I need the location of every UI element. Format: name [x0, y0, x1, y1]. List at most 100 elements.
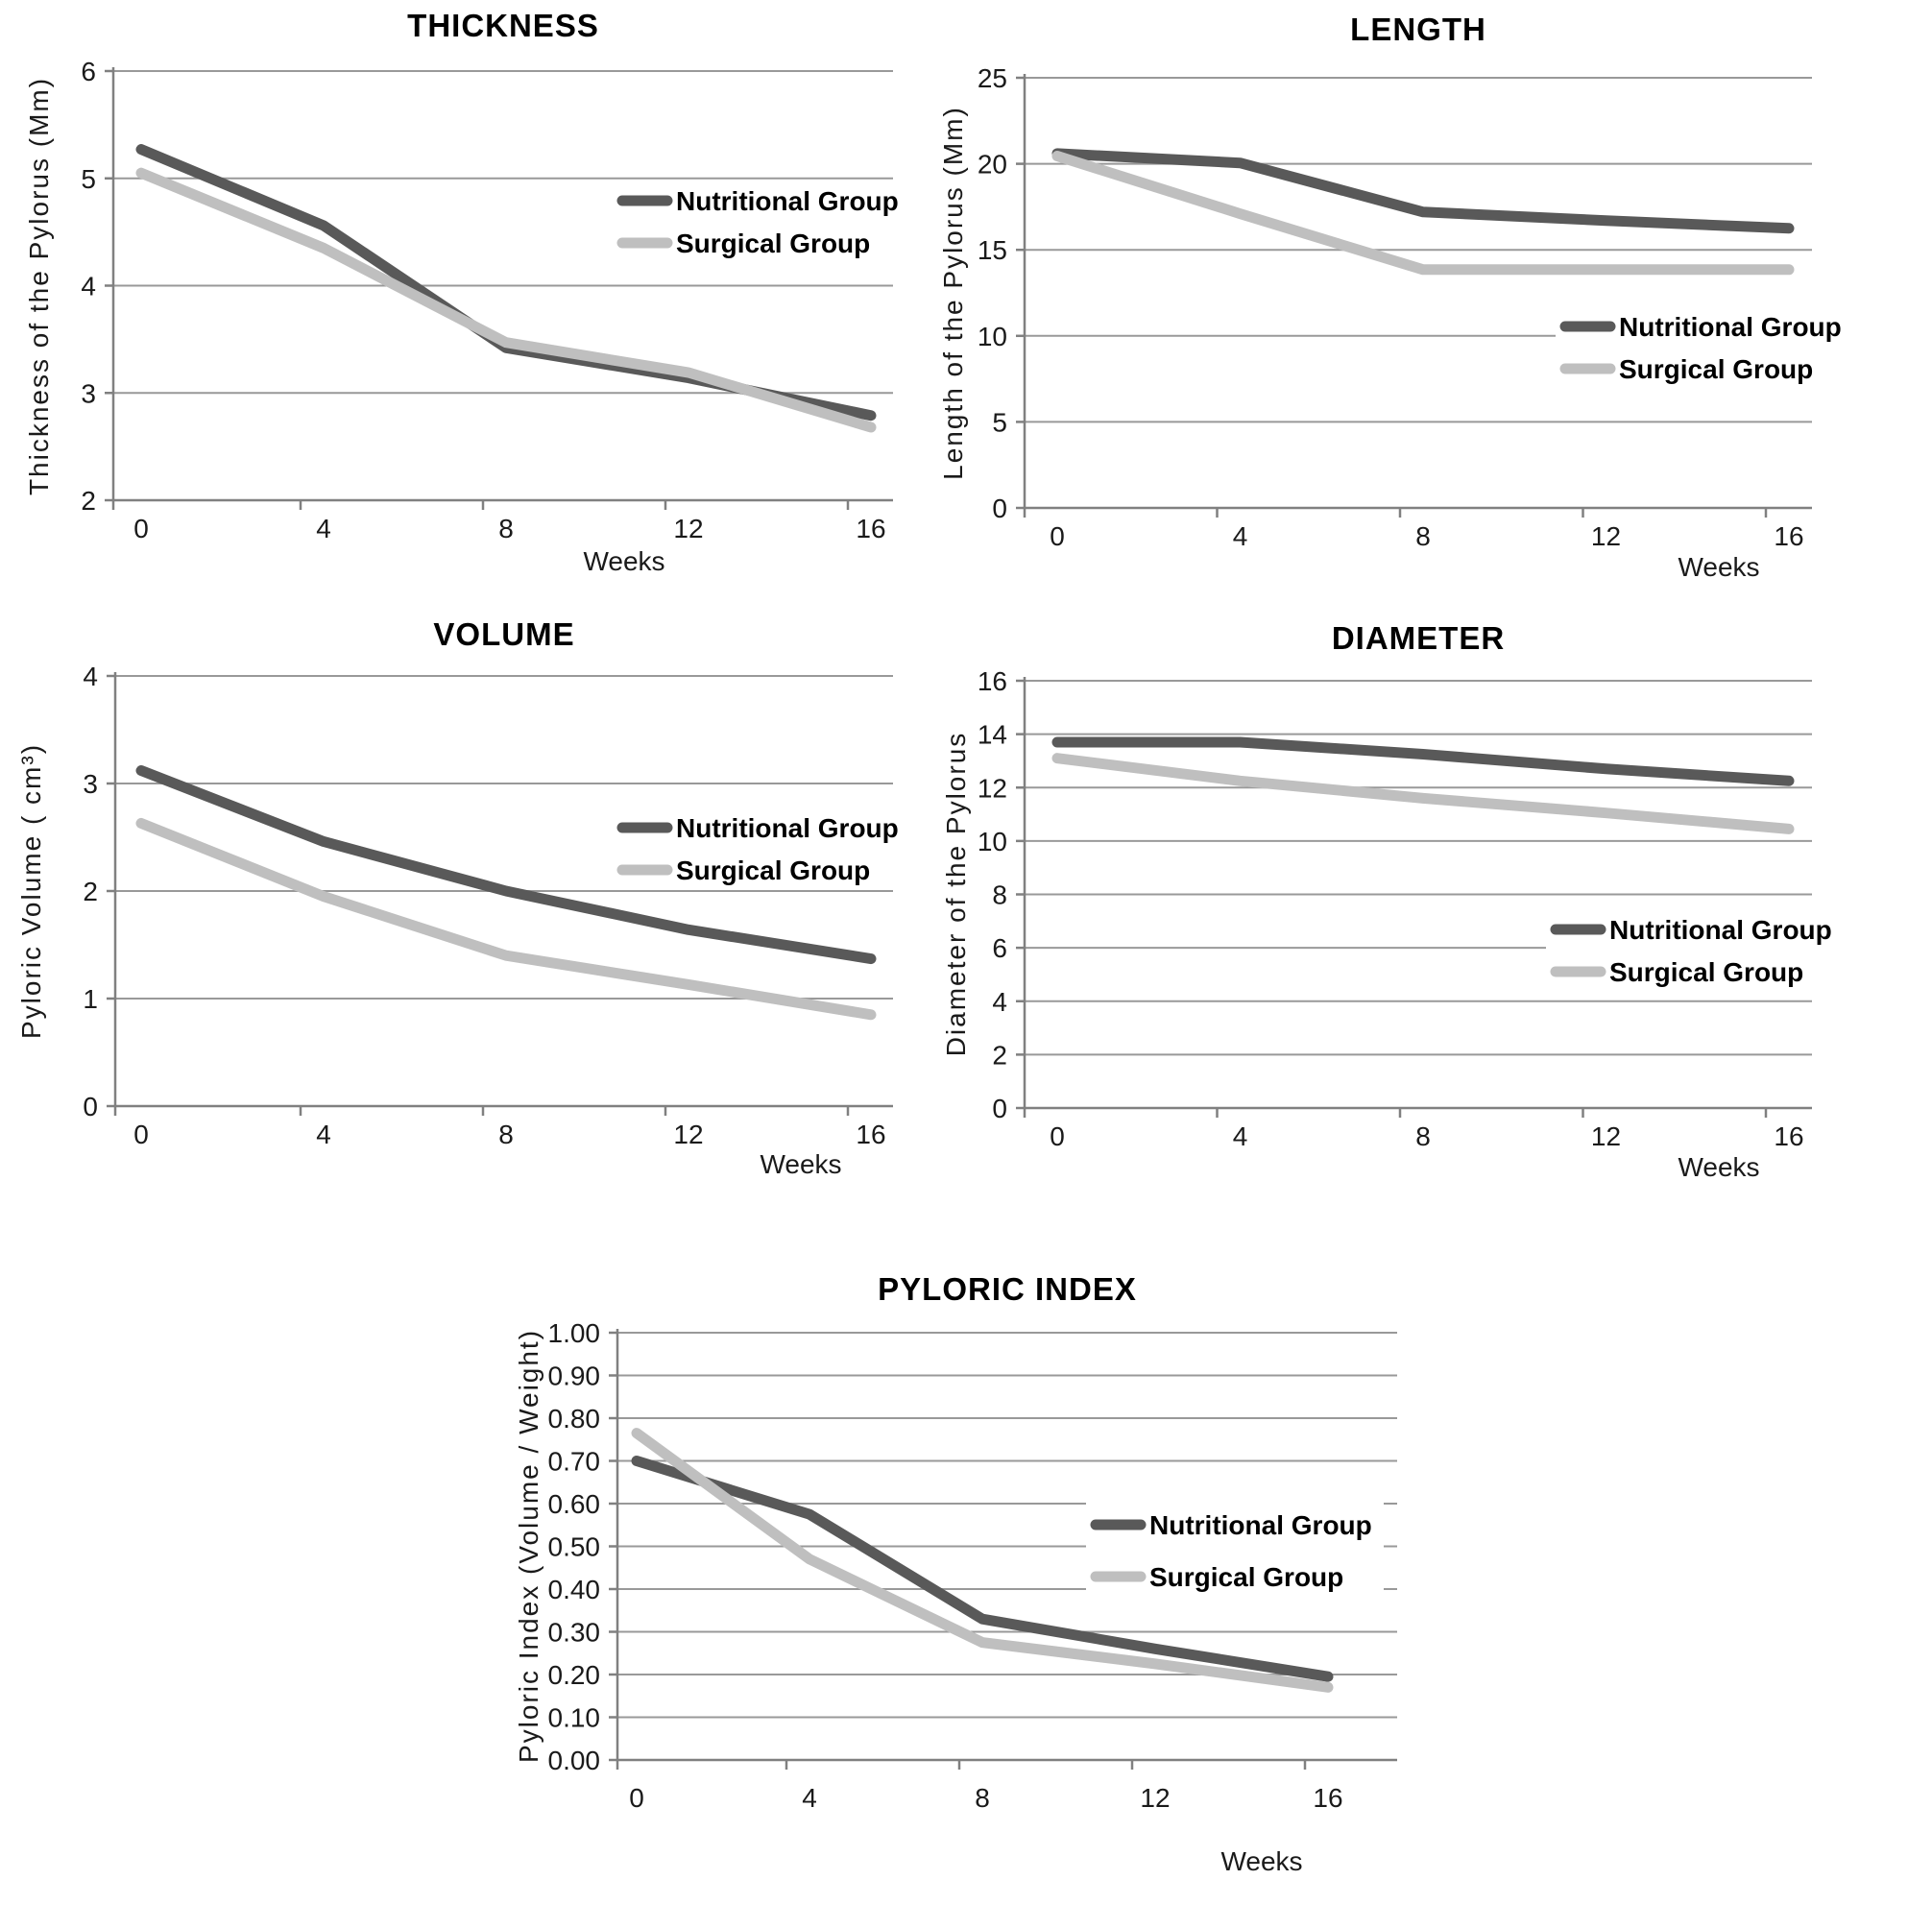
- volume-x-axis-title: Weeks: [760, 1149, 841, 1179]
- pyloric_index-y-tick-label: 0.40: [548, 1575, 601, 1604]
- thickness-y-tick-label: 3: [81, 378, 96, 408]
- pyloric_index-y-tick-label: 0.70: [548, 1447, 601, 1477]
- diameter-y-tick-label: 0: [992, 1094, 1007, 1123]
- diameter-series-line-surgical-group: [1051, 753, 1795, 834]
- diameter-x-tick-label: 16: [1774, 1121, 1803, 1151]
- volume-legend-label-nutritional-group: Nutritional Group: [676, 813, 899, 843]
- thickness-y-axis-title: Thickness of the Pylorus (Mm): [24, 77, 54, 495]
- volume-legend: Nutritional Group Surgical Group: [616, 813, 899, 885]
- volume-y-tick-label: 1: [83, 984, 98, 1014]
- pyloric_index-y-axis-title: Pyloric Index (Volume / Weight): [514, 1329, 543, 1763]
- diameter-y-tick-label: 16: [978, 666, 1007, 696]
- pyloric_index-y-tick-label: 0.80: [548, 1404, 601, 1434]
- length-y-tick-label: 10: [978, 322, 1007, 351]
- volume-x-tick-label: 0: [133, 1120, 149, 1149]
- thickness-x-tick-label: 12: [673, 514, 703, 543]
- thickness-x-tick-label: 0: [133, 514, 149, 543]
- pyloric_index-legend-background: [1086, 1498, 1384, 1603]
- thickness-legend-label-surgical-group: Surgical Group: [676, 229, 870, 258]
- pyloric_index-x-tick-label: 12: [1140, 1783, 1170, 1813]
- pyloric_index-x-tick-label: 16: [1313, 1783, 1342, 1813]
- pyloric_index-x-tick-label: 4: [802, 1783, 817, 1813]
- length-x-axis-title: Weeks: [1678, 552, 1759, 582]
- volume-series-line-nutritional-group: [135, 765, 877, 965]
- pyloric_index-x-axis-title: Weeks: [1220, 1846, 1302, 1876]
- pyloric_index-series-line-surgical-group: [631, 1428, 1334, 1693]
- pyloric_index-y-tick-label: 0.10: [548, 1703, 601, 1733]
- thickness-y-tick-label: 2: [81, 486, 96, 516]
- pyloric_index-y-tick-label: 0.30: [548, 1618, 601, 1648]
- pyloric_index-title: PYLORIC INDEX: [878, 1271, 1137, 1307]
- length-x-tick-label: 4: [1233, 521, 1248, 551]
- length-series-line-surgical-group: [1051, 151, 1795, 276]
- diameter-y-tick-label: 2: [992, 1040, 1007, 1070]
- volume-y-tick-label: 0: [83, 1092, 98, 1121]
- diameter-legend: Nutritional Group Surgical Group: [1546, 903, 1844, 999]
- pyloric_index-legend-label-nutritional-group: Nutritional Group: [1149, 1510, 1372, 1540]
- diameter-y-tick-label: 12: [978, 773, 1007, 803]
- volume-series-line-surgical-group: [135, 817, 877, 1021]
- thickness-legend-label-nutritional-group: Nutritional Group: [676, 186, 899, 216]
- diameter-legend-label-surgical-group: Surgical Group: [1609, 957, 1803, 987]
- length-x-tick-label: 12: [1591, 521, 1621, 551]
- diameter-y-tick-label: 8: [992, 880, 1007, 910]
- thickness-y-tick-label: 5: [81, 164, 96, 194]
- pyloric_index-x-tick-label: 0: [629, 1783, 644, 1813]
- diameter-chart: 0 2 4 6 8 10 12 14 16 0 4 8 12 16 Nutritional Group Sur…: [941, 620, 1844, 1182]
- length-y-tick-label: 15: [978, 235, 1007, 265]
- volume-title: VOLUME: [433, 616, 574, 652]
- length-legend-label-nutritional-group: Nutritional Group: [1619, 312, 1842, 342]
- volume-y-tick-label: 2: [83, 877, 98, 906]
- diameter-x-axis-title: Weeks: [1678, 1152, 1759, 1182]
- thickness-series-line-surgical-group: [135, 167, 877, 433]
- thickness-x-axis-title: Weeks: [583, 546, 664, 576]
- diameter-legend-background: [1546, 903, 1844, 999]
- thickness-chart: 2 3 4 5 6 0 4 8 12 16 Nutritional Group Surgical Gr…: [24, 8, 899, 576]
- volume-x-tick-label: 16: [856, 1120, 885, 1149]
- pyloric_index-legend-label-surgical-group: Surgical Group: [1149, 1562, 1343, 1592]
- volume-y-tick-label: 3: [83, 769, 98, 799]
- pyloric_index-y-tick-label: 0.50: [548, 1532, 601, 1562]
- length-legend-label-surgical-group: Surgical Group: [1619, 354, 1813, 384]
- length-series-line-nutritional-group: [1051, 148, 1795, 234]
- pyloric_index-y-tick-label: 0.60: [548, 1489, 601, 1519]
- length-title: LENGTH: [1350, 12, 1486, 47]
- thickness-title: THICKNESS: [407, 8, 599, 43]
- diameter-x-tick-label: 0: [1050, 1121, 1065, 1151]
- pyloric_index-y-tick-label: 0.90: [548, 1362, 601, 1391]
- diameter-x-tick-label: 12: [1591, 1121, 1621, 1151]
- volume-x-tick-label: 4: [316, 1120, 331, 1149]
- diameter-legend-label-nutritional-group: Nutritional Group: [1609, 915, 1832, 945]
- length-y-axis-title: Length of the Pylorus (Mm): [938, 106, 968, 480]
- diameter-y-tick-label: 14: [978, 720, 1007, 750]
- volume-legend-label-surgical-group: Surgical Group: [676, 856, 870, 885]
- pyloric_index-legend: Nutritional Group Surgical Group: [1086, 1498, 1384, 1603]
- pyloric_index-chart: 0.00 0.10 0.20 0.30 0.40 0.50 0.60 0.70 0.80 0.90…: [514, 1271, 1397, 1876]
- pyloric_index-y-tick-label: 0.00: [548, 1746, 601, 1775]
- thickness-legend: Nutritional Group Surgical Group: [616, 186, 899, 258]
- diameter-title: DIAMETER: [1332, 620, 1505, 656]
- length-legend-background: [1556, 300, 1853, 396]
- volume-x-tick-label: 8: [498, 1120, 514, 1149]
- length-x-tick-label: 8: [1415, 521, 1431, 551]
- pyloric_index-series-line-nutritional-group: [631, 1456, 1334, 1682]
- pyloric_index-y-tick-label: 0.20: [548, 1660, 601, 1690]
- thickness-y-tick-label: 6: [81, 57, 96, 86]
- length-y-tick-label: 25: [978, 63, 1007, 93]
- thickness-y-tick-label: 4: [81, 272, 96, 301]
- volume-y-tick-label: 4: [83, 662, 98, 691]
- length-x-tick-label: 0: [1050, 521, 1065, 551]
- length-y-tick-label: 5: [992, 407, 1007, 437]
- diameter-y-tick-label: 4: [992, 987, 1007, 1017]
- volume-x-tick-label: 12: [673, 1120, 703, 1149]
- diameter-series-line-nutritional-group: [1051, 736, 1795, 786]
- length-legend: Nutritional Group Surgical Group: [1556, 300, 1853, 396]
- diameter-x-tick-label: 8: [1415, 1121, 1431, 1151]
- volume-y-axis-title: Pyloric Volume ( cm³): [16, 743, 46, 1039]
- thickness-x-tick-label: 8: [498, 514, 514, 543]
- pyloric_index-y-tick-label: 1.00: [548, 1318, 601, 1348]
- diameter-y-axis-title: Diameter of the Pylorus: [941, 732, 971, 1057]
